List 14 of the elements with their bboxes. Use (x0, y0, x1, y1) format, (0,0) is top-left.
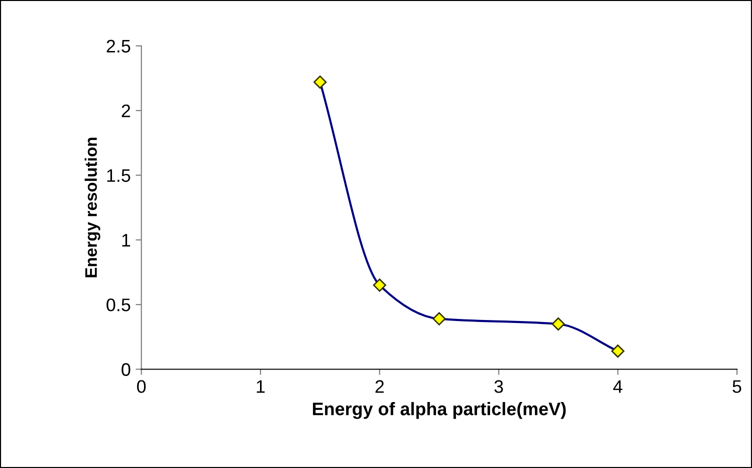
y-tick-label: 1 (122, 234, 130, 246)
x-tick-label: 5 (732, 380, 742, 393)
y-tick-label: 2.5 (106, 40, 130, 53)
x-tick-label: 4 (613, 380, 622, 393)
y-tick-label: 0 (122, 363, 130, 376)
y-tick-label: 1.5 (107, 169, 130, 182)
x-tick-label: 3 (494, 380, 503, 393)
x-tick-label: 0 (137, 380, 146, 393)
y-tick-label: 0.5 (106, 298, 130, 312)
y-tick-label: 2 (122, 104, 130, 118)
x-tick-label: 2 (376, 380, 384, 393)
x-tick-label: 1 (256, 380, 265, 393)
y-axis-title: Energy resolution (84, 138, 100, 278)
x-axis-title: Energy of alpha particle(meV) (312, 402, 566, 419)
